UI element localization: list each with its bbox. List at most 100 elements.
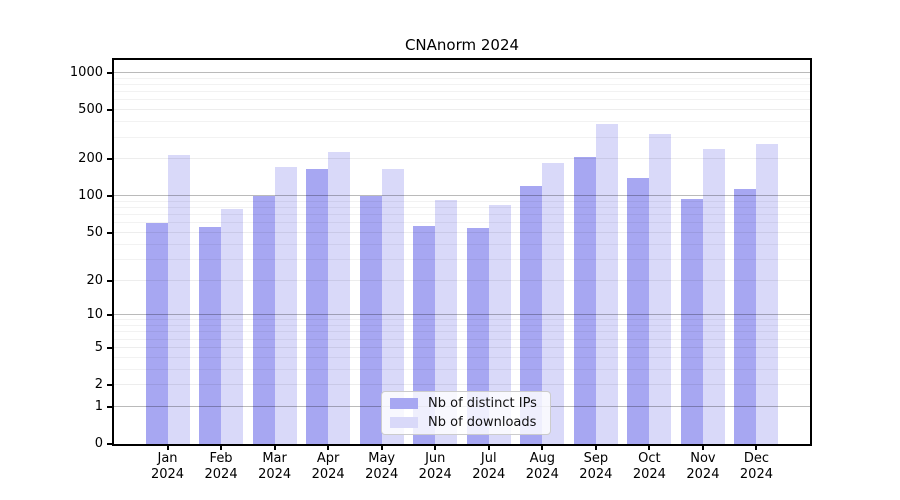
x-axis-label: Mar 2024 [258,451,292,482]
x-tick [701,444,704,450]
gridline-minor [114,83,810,85]
gridline-decade [114,71,810,73]
y-tick-label: 500 [78,102,103,118]
y-tick-label: 10 [86,307,103,323]
x-axis-label: Oct 2024 [632,451,666,482]
bar-distinct-ips [573,157,596,444]
chart-title: CNAnorm 2024 [404,36,520,54]
bar-downloads [702,149,725,444]
gridline [114,109,810,111]
gridline-minor [114,319,810,321]
bar-distinct-ips [199,226,222,444]
x-tick [487,444,490,450]
bar-downloads [756,144,779,444]
plot-area [112,58,812,446]
y-tick-label: 2 [94,377,103,392]
legend-swatch-distinct-ips [390,398,418,409]
x-axis-label: Sep 2024 [579,451,613,482]
legend-entry-distinct-ips: Nb of distinct IPs [390,396,550,411]
y-tick [107,314,114,317]
gridline [114,346,810,348]
gridline-minor [114,243,810,245]
gridline-decade [114,195,810,197]
bar-downloads [221,209,244,444]
y-tick [107,279,114,282]
bar-distinct-ips [520,185,543,444]
bar-distinct-ips [306,169,329,444]
y-tick-label: 0 [94,436,103,451]
bar-distinct-ips [734,189,757,444]
legend-swatch-downloads [390,417,418,428]
y-tick-label: 1 [94,398,103,414]
x-axis-label: Apr 2024 [311,451,345,482]
x-tick [273,444,276,450]
gridline-minor [114,207,810,208]
x-tick [755,444,758,450]
bar-downloads [381,168,404,444]
bar-distinct-ips [413,225,436,444]
bar-distinct-ips [252,196,275,444]
gridline-minor [114,222,810,224]
x-tick [220,444,223,450]
bar-downloads [542,162,565,444]
y-tick [107,231,114,234]
x-axis-label: Feb 2024 [204,451,238,482]
bar-downloads [488,204,511,444]
x-tick [594,444,597,450]
gridline-minor [114,325,810,326]
gridline-minor [114,91,810,93]
bar-distinct-ips [145,223,168,444]
gridline-minor [114,200,810,202]
gridline [114,384,810,385]
x-axis-label: Nov 2024 [686,451,720,482]
bar-distinct-ips [680,198,703,444]
x-axis-label: May 2024 [365,451,399,482]
x-tick [380,444,383,450]
gridline-minor [114,136,810,138]
y-tick [107,109,114,112]
x-tick [541,444,544,450]
x-axis-label: Dec 2024 [739,451,773,482]
gridline-minor [114,214,810,216]
gridline-decade [114,314,810,316]
x-axis-label: Jun 2024 [418,451,452,482]
y-tick-label: 50 [86,224,103,240]
x-tick [648,444,651,450]
x-axis-label: Jul 2024 [472,451,506,482]
gridline-minor [114,338,810,340]
y-tick-label: 200 [78,151,103,167]
gridline-minor [114,331,810,333]
gridline-minor [114,121,810,123]
x-tick [327,444,330,450]
x-tick [434,444,437,450]
gridline-minor [114,356,810,358]
gridline [114,158,810,160]
y-tick [107,443,114,445]
gridline [114,231,810,233]
legend-label-downloads: Nb of downloads [428,415,537,430]
y-tick-label: 1000 [69,64,103,80]
y-tick [107,346,114,349]
bar-downloads [328,151,351,444]
x-tick [166,444,169,450]
y-tick [107,71,114,74]
gridline-minor [114,368,810,370]
bar-downloads [435,200,458,444]
x-axis-label: Jan 2024 [150,451,185,482]
bar-downloads [649,134,672,444]
gridline-minor [114,258,810,260]
y-tick-label: 100 [78,188,103,204]
bar-downloads [595,124,618,444]
legend-entry-downloads: Nb of downloads [390,415,550,430]
y-tick [107,195,114,198]
bar-downloads [274,167,297,444]
x-axis-label: Aug 2024 [525,451,559,482]
bar-distinct-ips [359,196,382,444]
y-tick [107,384,114,386]
gridline-minor [114,99,810,101]
bar-downloads [167,155,190,444]
bar-distinct-ips [627,178,650,444]
gridline-minor [114,77,810,79]
y-tick [107,405,114,408]
